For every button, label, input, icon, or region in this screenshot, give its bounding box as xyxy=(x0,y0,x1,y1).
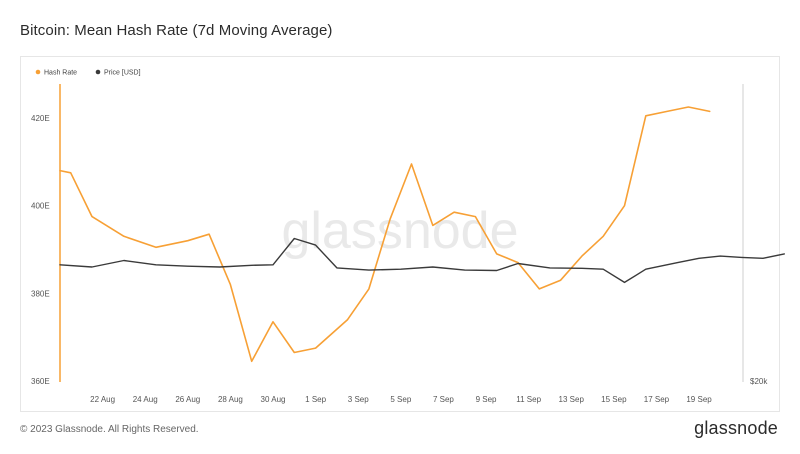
legend-marker-1 xyxy=(95,69,101,75)
y2-tick-label: $20k xyxy=(750,377,768,386)
x-tick-label: 7 Sep xyxy=(433,395,454,404)
chart-title: Bitcoin: Mean Hash Rate (7d Moving Avera… xyxy=(20,22,333,39)
x-tick-label: 5 Sep xyxy=(390,395,411,404)
legend-label-0: Hash Rate xyxy=(44,70,77,77)
x-tick-label: 3 Sep xyxy=(348,395,369,404)
x-tick-label: 13 Sep xyxy=(559,395,585,404)
x-tick-label: 11 Sep xyxy=(516,395,541,404)
y-tick-label: 360E xyxy=(31,377,50,386)
series-line-price xyxy=(59,237,785,284)
y-tick-label: 420E xyxy=(31,114,50,123)
x-tick-label: 9 Sep xyxy=(476,395,497,404)
series-line-hash-rate xyxy=(59,106,711,363)
x-tick-label: 28 Aug xyxy=(218,395,243,404)
x-tick-label: 30 Aug xyxy=(261,395,286,404)
x-tick-label: 15 Sep xyxy=(601,395,627,404)
x-tick-label: 1 Sep xyxy=(305,395,326,404)
x-tick-label: 19 Sep xyxy=(686,395,712,404)
x-tick-label: 17 Sep xyxy=(644,395,670,404)
brand-logo: glassnode xyxy=(694,418,778,438)
copyright-text: © 2023 Glassnode. All Rights Reserved. xyxy=(20,424,199,435)
y-tick-label: 380E xyxy=(31,289,50,298)
chart-panel xyxy=(20,56,780,412)
x-tick-label: 22 Aug xyxy=(90,395,115,404)
x-tick-label: 24 Aug xyxy=(133,395,158,404)
y-tick-label: 400E xyxy=(31,202,50,211)
x-tick-label: 26 Aug xyxy=(175,395,200,404)
legend-marker-0 xyxy=(35,69,41,75)
legend-label-1: Price [USD] xyxy=(104,70,141,77)
